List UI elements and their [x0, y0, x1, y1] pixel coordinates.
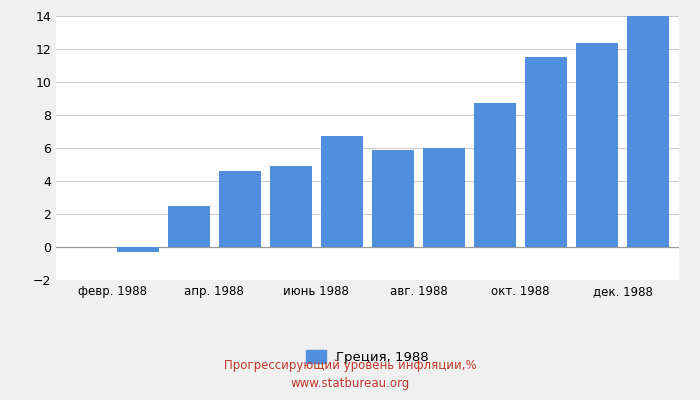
Bar	[525, 57, 567, 247]
Bar	[627, 16, 669, 247]
Bar	[576, 43, 618, 247]
Bar	[321, 136, 363, 247]
Bar	[474, 104, 516, 247]
Text: www.statbureau.org: www.statbureau.org	[290, 378, 410, 390]
Text: Прогрессирующий уровень инфляции,%: Прогрессирующий уровень инфляции,%	[224, 360, 476, 372]
Bar	[372, 150, 414, 247]
Bar	[219, 171, 261, 247]
Bar	[168, 206, 210, 247]
Bar	[424, 148, 465, 247]
Legend: Греция, 1988: Греция, 1988	[301, 345, 434, 370]
Bar	[117, 247, 159, 252]
Bar	[270, 166, 312, 247]
